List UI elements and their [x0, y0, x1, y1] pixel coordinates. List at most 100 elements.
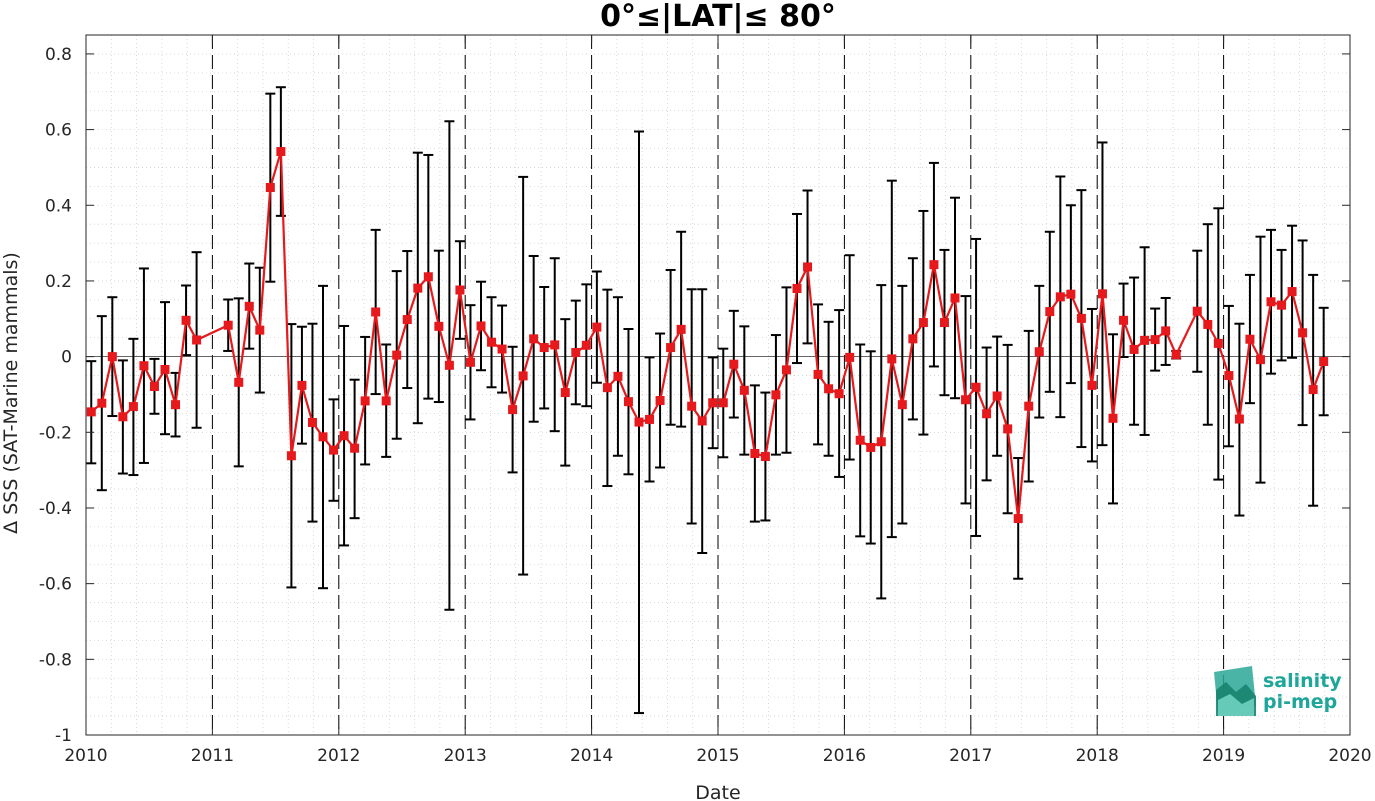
- data-point: [118, 412, 128, 422]
- data-point: [697, 416, 707, 426]
- data-point: [792, 284, 802, 294]
- data-point: [529, 334, 539, 344]
- logo-line1: salinity: [1263, 670, 1342, 692]
- data-point: [1076, 313, 1086, 323]
- data-point: [929, 260, 939, 270]
- data-point: [1119, 315, 1129, 325]
- data-point: [434, 321, 444, 331]
- data-point: [1034, 347, 1044, 357]
- data-point: [918, 318, 928, 328]
- data-point: [476, 321, 486, 331]
- salinity-pimep-logo: salinity pi-mep: [1214, 666, 1342, 716]
- data-point: [571, 347, 581, 357]
- data-point: [171, 400, 181, 410]
- data-point: [518, 371, 528, 381]
- data-point: [423, 272, 433, 282]
- data-point: [1266, 297, 1276, 307]
- data-point: [676, 324, 686, 334]
- data-point: [834, 389, 844, 399]
- data-point: [1097, 289, 1107, 299]
- x-tick-label: 2012: [317, 746, 360, 766]
- data-point: [276, 147, 286, 157]
- data-point: [1213, 338, 1223, 348]
- data-point: [381, 396, 391, 406]
- data-point: [718, 398, 728, 408]
- data-point: [1277, 300, 1287, 310]
- data-point: [1287, 287, 1297, 297]
- data-point: [887, 354, 897, 364]
- y-tick-label: 0: [61, 348, 72, 368]
- data-point: [824, 384, 834, 394]
- data-point: [465, 357, 475, 367]
- data-point: [329, 445, 339, 455]
- data-point: [339, 431, 349, 441]
- data-point: [729, 359, 739, 369]
- data-point: [444, 360, 454, 370]
- data-point: [1003, 424, 1013, 434]
- data-point: [487, 337, 497, 347]
- data-point: [908, 334, 918, 344]
- logo-line2: pi-mep: [1263, 691, 1337, 713]
- x-axis-label: Date: [695, 782, 740, 801]
- data-point: [1013, 514, 1023, 524]
- data-point: [234, 377, 244, 387]
- data-point: [876, 437, 886, 447]
- data-point: [265, 182, 275, 192]
- data-point: [581, 340, 591, 350]
- data-point: [655, 396, 665, 406]
- data-point: [1192, 306, 1202, 316]
- data-point: [192, 335, 202, 345]
- data-point: [392, 350, 402, 360]
- data-point: [350, 443, 360, 453]
- data-point: [613, 371, 623, 381]
- data-point: [813, 369, 823, 379]
- data-point: [149, 382, 159, 392]
- y-tick-label: -0.8: [39, 650, 72, 670]
- data-point: [687, 401, 697, 411]
- data-point: [402, 315, 412, 325]
- data-point: [602, 383, 612, 393]
- data-point: [107, 352, 117, 362]
- data-point: [181, 315, 191, 325]
- data-point: [255, 325, 265, 335]
- data-point: [508, 405, 518, 415]
- data-point: [750, 448, 760, 458]
- data-point: [897, 400, 907, 410]
- y-axis-ticks: 0.8 0.6 0.4 0.2 0 -0.2 -0.4 -0.6 -0.8 -1: [39, 45, 1350, 746]
- data-point: [160, 364, 170, 374]
- chart-title: 0°≤|LAT|≤ 80°: [600, 0, 836, 34]
- data-point: [97, 398, 107, 408]
- y-tick-label: -0.6: [39, 575, 72, 595]
- data-point: [371, 307, 381, 317]
- data-point: [128, 402, 138, 412]
- data-point: [1150, 335, 1160, 345]
- y-tick-label: -0.2: [39, 423, 72, 443]
- data-point: [1140, 335, 1150, 345]
- x-tick-label: 2018: [1076, 746, 1119, 766]
- data-point: [645, 414, 655, 424]
- data-point: [623, 397, 633, 407]
- data-point: [592, 322, 602, 332]
- data-point: [244, 301, 254, 311]
- data-point: [1066, 289, 1076, 299]
- data-point: [1319, 357, 1329, 367]
- data-point: [845, 352, 855, 362]
- data-point: [1129, 344, 1139, 354]
- y-tick-label: -1: [55, 726, 72, 746]
- data-point: [939, 318, 949, 328]
- y-tick-label: 0.4: [45, 196, 72, 216]
- data-point: [982, 409, 992, 419]
- x-tick-label: 2010: [64, 746, 107, 766]
- data-point: [539, 343, 549, 353]
- y-axis-label: Δ SSS (SAT-Marine mammals): [0, 252, 22, 534]
- data-point: [307, 417, 317, 427]
- data-point: [866, 442, 876, 452]
- data-point: [1108, 413, 1118, 423]
- x-tick-label: 2019: [1202, 746, 1245, 766]
- data-point: [86, 407, 96, 417]
- x-tick-label: 2014: [570, 746, 613, 766]
- data-point: [297, 380, 307, 390]
- data-point: [455, 285, 465, 295]
- data-point: [139, 361, 149, 371]
- data-point: [497, 344, 507, 354]
